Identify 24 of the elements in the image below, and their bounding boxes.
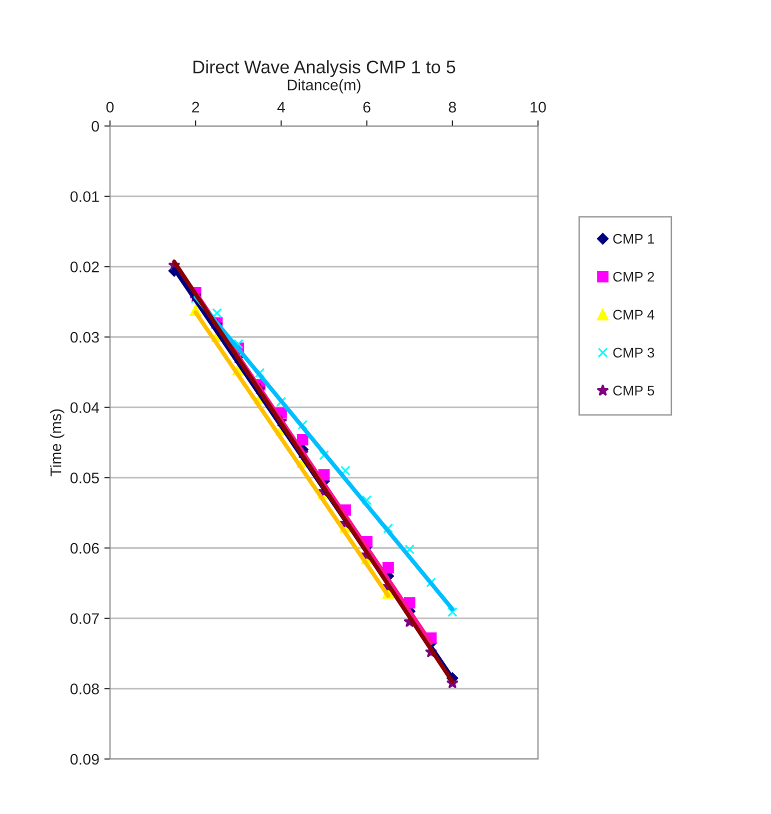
chart-title: Direct Wave Analysis CMP 1 to 5 (194, 60, 456, 77)
y-tick-label: 0.01 (70, 191, 99, 202)
y-tick-label: 0.06 (70, 542, 99, 554)
legend-label: CMP 5 (613, 386, 654, 396)
y-tick-label: 0.08 (70, 684, 99, 694)
y-tick-label: 0.05 (70, 472, 99, 484)
legend-label: CMP 2 (613, 272, 654, 282)
y-tick-label: 0.02 (70, 262, 99, 272)
x-tick-label: 2 (192, 102, 200, 112)
legend-label: CMP 1 (613, 234, 654, 244)
y-tick-label: 0.09 (70, 754, 99, 765)
x-axis-title: Ditance(m) (288, 79, 360, 94)
y-tick-label: 0.04 (70, 402, 100, 414)
x-tick-label: 0 (106, 102, 114, 113)
y-axis-title: Time (ms) (50, 409, 64, 476)
legend-label: CMP 3 (613, 348, 654, 358)
y-tick-label: 0.07 (70, 613, 99, 624)
x-tick-label: 4 (277, 102, 285, 112)
x-tick-label: 6 (363, 102, 370, 113)
legend-label: CMP 4 (613, 310, 654, 320)
x-tick-label: 10 (530, 102, 546, 113)
y-tick-label: 0.03 (70, 332, 99, 343)
y-tick-label: 0 (92, 120, 99, 132)
x-tick-label: 8 (448, 102, 456, 113)
